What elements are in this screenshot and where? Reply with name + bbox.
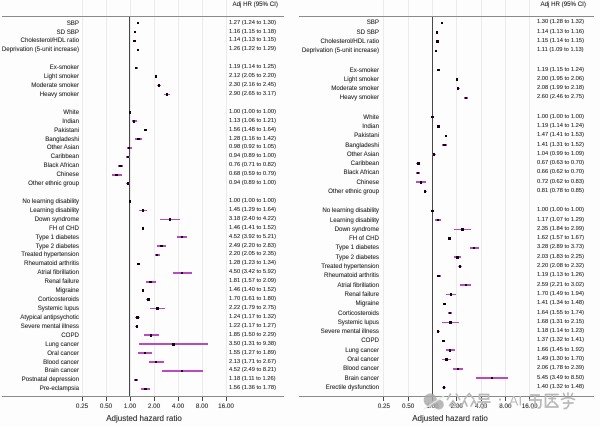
svg-text:AI: AI	[509, 393, 522, 409]
